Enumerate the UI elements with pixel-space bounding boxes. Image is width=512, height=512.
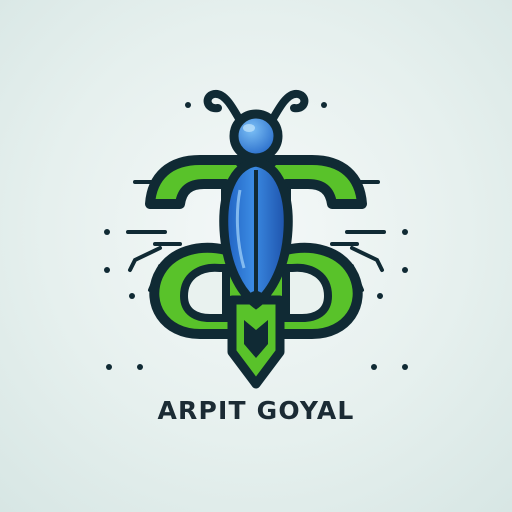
brand-name: ARPIT GOYAL [157,396,355,425]
bug-head [229,109,283,163]
left-letter-counter [179,263,230,322]
right-letter-counter [282,263,333,322]
decor-dots [104,102,408,370]
antennae [203,89,309,128]
